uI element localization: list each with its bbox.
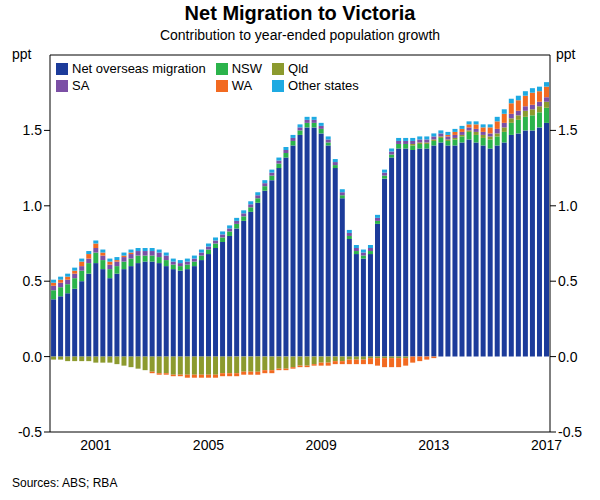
html-text:ppt: ppt xyxy=(556,46,576,62)
html-text:NSW: NSW xyxy=(231,61,262,76)
svg-text:0.0: 0.0 xyxy=(23,349,43,365)
svg-text:2017: 2017 xyxy=(530,436,563,453)
html-text:Other states: Other states xyxy=(288,78,359,93)
html-text:Net overseas migration: Net overseas migration xyxy=(72,61,206,76)
html-text:Sources: ABS; RBA: Sources: ABS; RBA xyxy=(12,476,118,490)
svg-text:-0.5: -0.5 xyxy=(558,424,582,440)
svg-text:1.0: 1.0 xyxy=(558,198,578,214)
svg-text:1.5: 1.5 xyxy=(558,122,578,138)
svg-text:0.0: 0.0 xyxy=(558,349,578,365)
svg-text:0.5: 0.5 xyxy=(23,273,43,289)
svg-text:0.5: 0.5 xyxy=(558,273,578,289)
html-text:SA: SA xyxy=(72,78,90,93)
svg-text:2009: 2009 xyxy=(306,437,337,453)
svg-text:2005: 2005 xyxy=(193,437,224,453)
html-text:Qld: Qld xyxy=(288,61,309,76)
html-text:WA: WA xyxy=(231,78,253,93)
html-text:ppt: ppt xyxy=(12,46,32,62)
svg-text:1.5: 1.5 xyxy=(23,122,43,138)
svg-text:1.0: 1.0 xyxy=(23,198,43,214)
svg-text:2013: 2013 xyxy=(418,437,449,453)
html-text:Contribution to year-ended pop: Contribution to year-ended population gr… xyxy=(159,27,441,43)
svg-text:2001: 2001 xyxy=(80,437,111,453)
svg-text:-0.5: -0.5 xyxy=(18,424,42,440)
html-text:Net Migration to Victoria: Net Migration to Victoria xyxy=(184,2,416,24)
